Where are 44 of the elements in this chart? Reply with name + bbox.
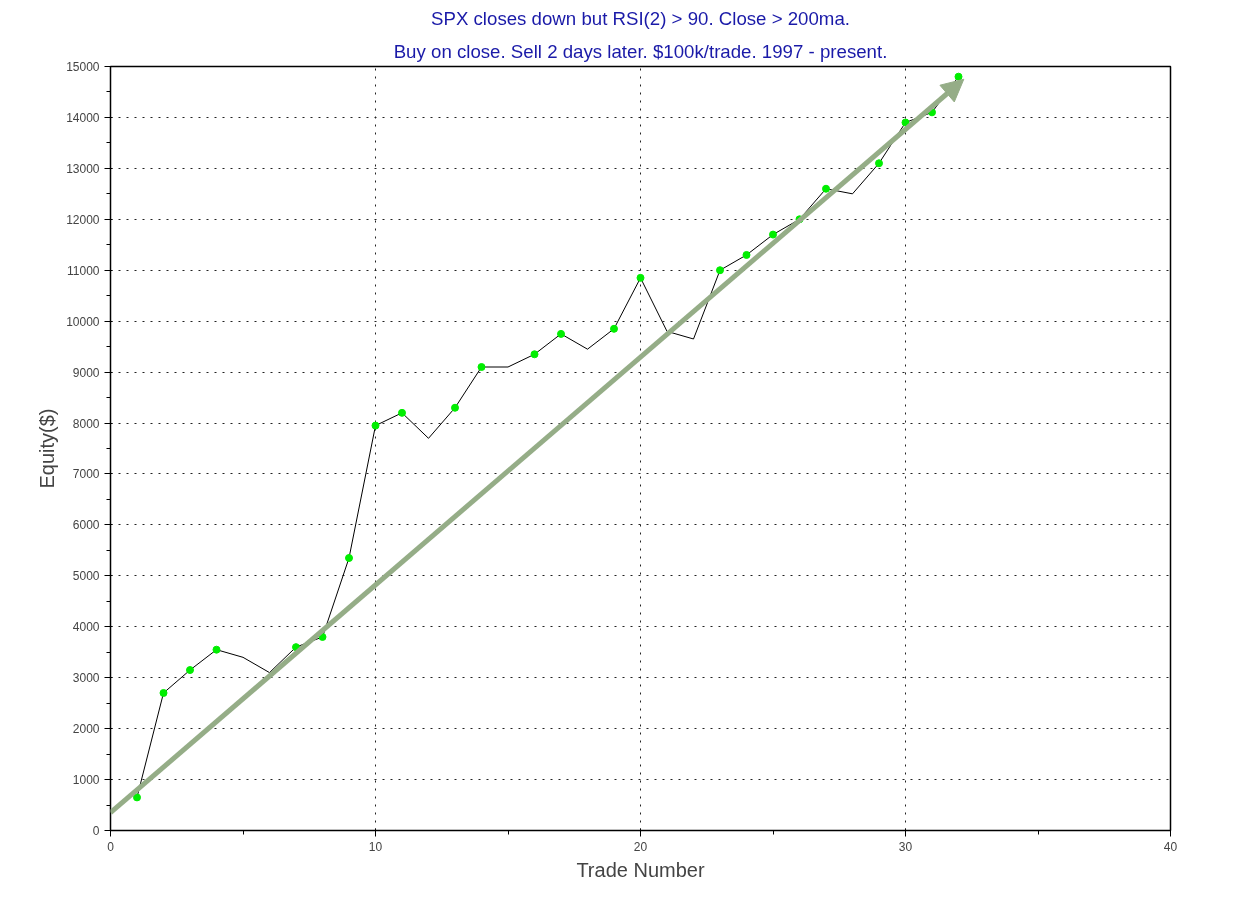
y-tick-label: 4000 <box>72 620 100 635</box>
point <box>371 421 380 430</box>
x-axis-title: Trade Number <box>576 858 705 881</box>
y-tick-label: 12000 <box>66 212 100 227</box>
point <box>398 408 406 417</box>
y-tick-label: 6000 <box>72 518 100 533</box>
y-tick-label: 2000 <box>72 722 100 737</box>
point <box>557 329 565 338</box>
x-tick-label: 20 <box>633 839 648 854</box>
x-tick-label: 40 <box>1163 839 1178 854</box>
chart-title: SPX closes down but RSI(2) > 90. Close > 200ma. <box>431 7 850 29</box>
y-tick-label: 8000 <box>72 416 100 431</box>
point <box>186 666 194 675</box>
point <box>769 230 777 239</box>
point <box>875 159 883 168</box>
y-tick-label: 1000 <box>72 773 100 788</box>
y-tick-label: 7000 <box>72 467 100 482</box>
point <box>610 324 618 333</box>
point <box>345 554 353 562</box>
y-tick-label: 11000 <box>67 263 100 278</box>
point <box>822 184 830 193</box>
y-tick-label: 14000 <box>66 110 100 125</box>
point <box>742 250 751 259</box>
y-tick-label: 3000 <box>72 671 100 686</box>
point <box>530 350 539 359</box>
point <box>159 688 168 697</box>
chart-subtitle: Buy on close. Sell 2 days later. $100k/trade. 1997 - present. <box>393 40 888 62</box>
y-tick-label: 15000 <box>66 60 100 74</box>
point <box>636 273 645 282</box>
point <box>133 793 141 802</box>
point <box>451 403 459 412</box>
y-tick-label: 10000 <box>66 314 100 329</box>
x-tick-label: 0 <box>107 839 115 854</box>
x-tick-label: 30 <box>898 839 913 854</box>
x-tick-label: 10 <box>368 839 383 854</box>
y-tick-label: 9000 <box>72 365 100 380</box>
y-axis-title: Equity($) <box>36 408 59 489</box>
point <box>954 72 963 81</box>
point <box>716 266 724 275</box>
y-tick-label: 0 <box>92 824 100 838</box>
y-tick-label: 5000 <box>72 569 100 584</box>
point <box>477 363 486 371</box>
point <box>212 645 221 654</box>
y-tick-label: 13000 <box>66 161 100 176</box>
